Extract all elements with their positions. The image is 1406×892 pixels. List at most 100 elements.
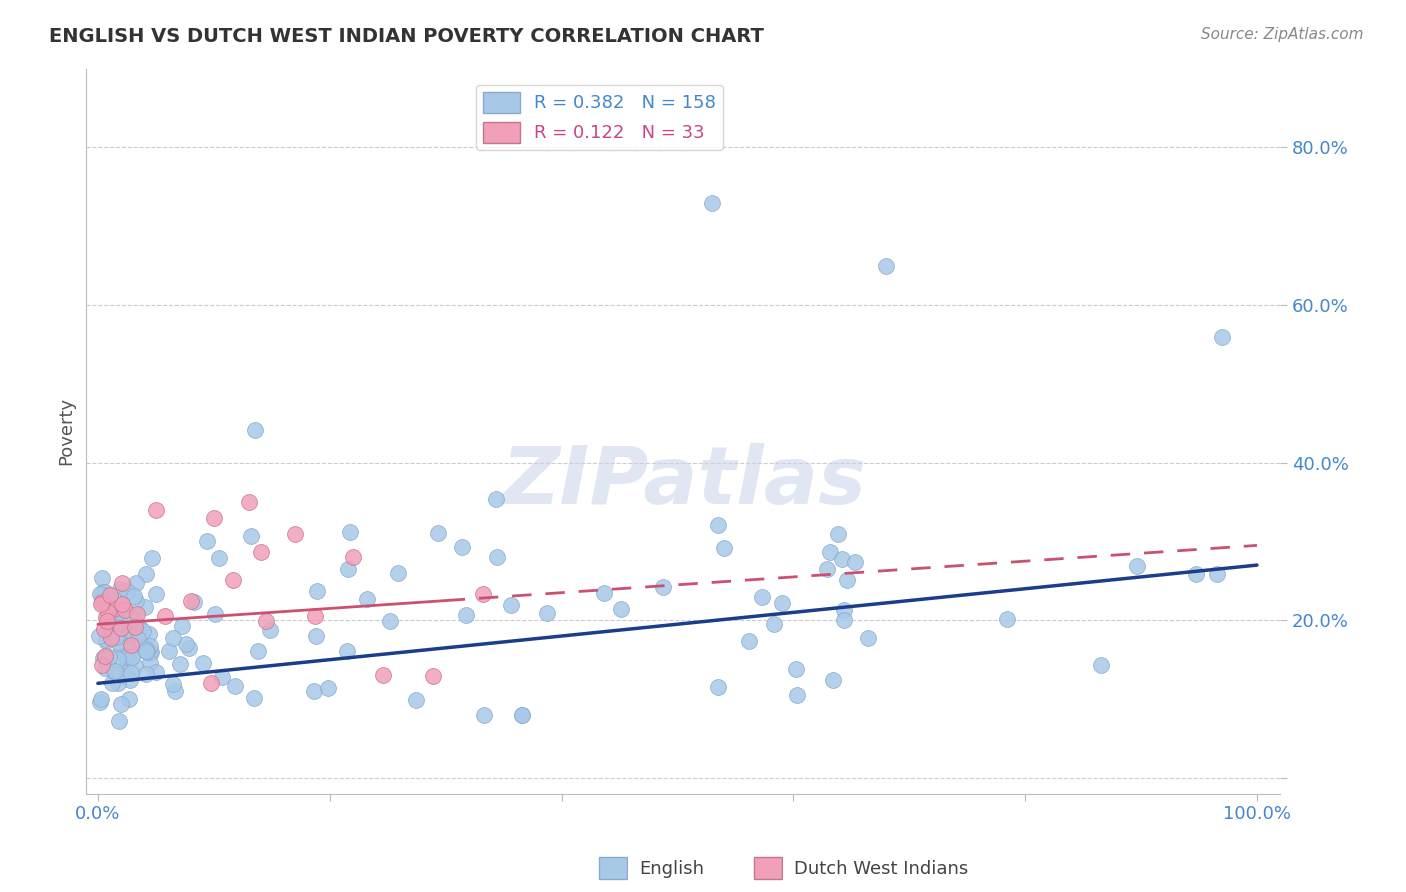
Point [97,624,120,639]
Point [103,631,125,645]
Text: ZIPatlas: ZIPatlas [501,442,866,521]
Point [127,632,149,647]
Point [114,650,136,665]
Point [125,576,148,591]
Point [222,574,245,588]
Point [132,624,155,638]
Point [162,677,184,691]
Point [770,595,793,609]
Point [995,612,1018,626]
Point [89,586,111,600]
Point [183,595,205,609]
Point [120,673,142,687]
Point [485,492,508,507]
Point [90,597,112,611]
Point [786,688,808,702]
Point [135,567,157,582]
Point [254,614,277,628]
Point [191,657,214,671]
Point [827,527,849,541]
Point [1185,567,1208,582]
Point [450,541,472,555]
Point [108,667,131,681]
Point [510,707,533,722]
Point [118,629,141,643]
Point [135,667,157,681]
Point [284,526,307,541]
Point [124,611,146,625]
Point [108,596,131,610]
Point [856,632,879,646]
Text: Source: ZipAtlas.com: Source: ZipAtlas.com [1201,27,1364,42]
Point [305,629,328,643]
Point [127,618,149,632]
Point [124,589,146,603]
Point [751,590,773,604]
Point [96,615,118,630]
Point [93,623,115,637]
Point [316,681,339,696]
Point [1206,566,1229,581]
Point [91,595,114,609]
Point [378,614,401,628]
Point [120,612,142,626]
Point [247,643,270,657]
Point [456,608,478,623]
Point [427,526,450,541]
Point [101,623,124,637]
Point [815,562,838,576]
Point [835,573,858,587]
Point [707,680,730,694]
Point [139,647,162,661]
Point [823,673,845,688]
Point [339,525,361,540]
Point [124,659,146,673]
Text: ENGLISH VS DUTCH WEST INDIAN POVERTY CORRELATION CHART: ENGLISH VS DUTCH WEST INDIAN POVERTY COR… [49,27,763,45]
Point [107,635,129,649]
Point [141,551,163,566]
Point [96,614,118,628]
Point [652,580,675,594]
Point [89,695,111,709]
Point [139,645,162,659]
Point [114,602,136,616]
Point [177,641,200,656]
Point [127,607,149,621]
Point [110,621,132,635]
Point [512,707,534,722]
Point [707,517,730,532]
Point [90,571,112,585]
Point [387,566,409,581]
Point [93,650,115,665]
Point [302,683,325,698]
Point [115,584,138,599]
Point [738,634,761,648]
Point [107,714,129,728]
Point [115,617,138,632]
Point [104,630,127,644]
Point [204,607,226,622]
Point [120,638,142,652]
Point [101,609,124,624]
Point [208,551,231,566]
Point [134,600,156,615]
Point [471,587,494,601]
Point [114,667,136,681]
Point [127,624,149,639]
Text: Dutch West Indians: Dutch West Indians [794,860,969,878]
Point [117,650,139,665]
Point [211,670,233,684]
Point [499,598,522,612]
Point [98,628,121,642]
Point [94,610,117,624]
Point [818,545,841,559]
Point [97,605,120,619]
Point [305,584,328,599]
Point [405,693,427,707]
Point [762,616,785,631]
Point [90,657,112,672]
Point [104,620,127,634]
Y-axis label: Poverty: Poverty [58,397,75,465]
Point [304,608,326,623]
Point [163,683,186,698]
